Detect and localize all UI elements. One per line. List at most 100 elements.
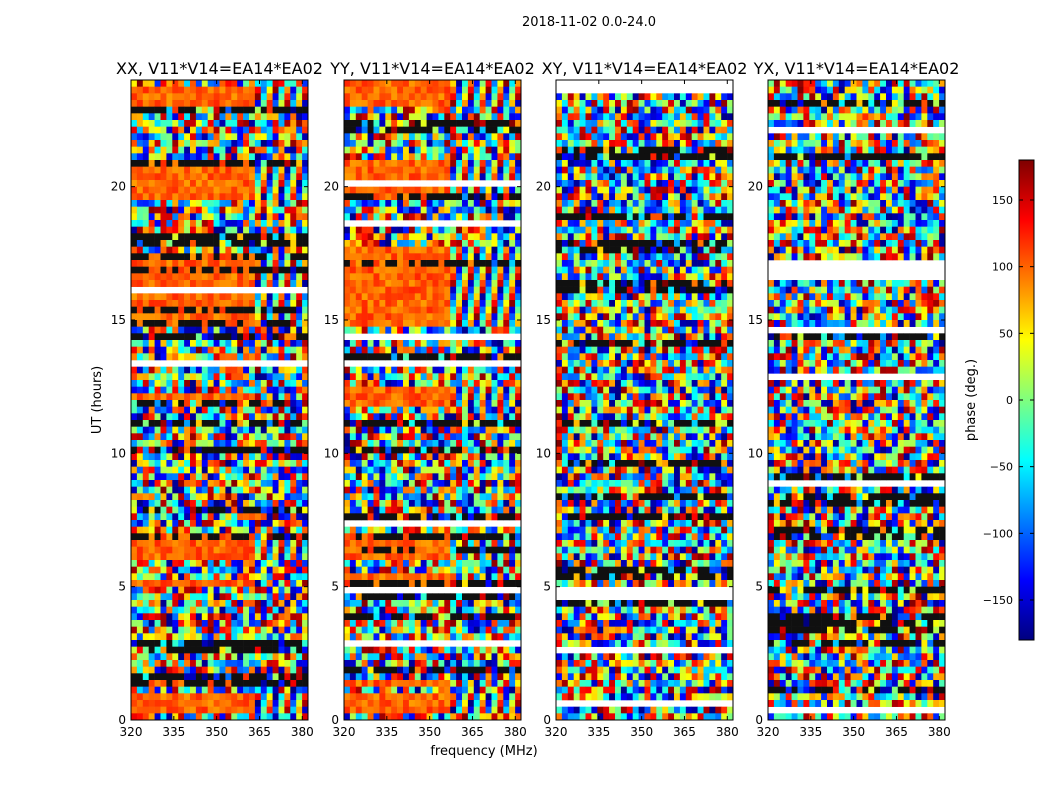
heatmap-cell <box>355 246 362 254</box>
heatmap-cell <box>148 440 155 447</box>
heatmap-cell <box>142 640 149 647</box>
heatmap-cell <box>344 93 351 101</box>
heatmap-cell <box>515 346 522 354</box>
heatmap-cell <box>237 633 244 641</box>
heatmap-cell <box>420 560 427 567</box>
heatmap-cell <box>142 626 149 634</box>
heatmap-cell <box>231 273 238 281</box>
heatmap-cell <box>154 613 161 621</box>
heatmap-cell <box>438 153 445 161</box>
heatmap-cell <box>219 660 226 667</box>
heatmap-cell <box>172 540 179 547</box>
heatmap-cell <box>284 306 291 314</box>
heatmap-cell <box>509 213 516 221</box>
heatmap-cell <box>515 213 522 221</box>
heatmap-cell <box>296 366 303 374</box>
heatmap-cell <box>367 440 374 447</box>
heatmap-cell <box>148 186 155 194</box>
heatmap-cell <box>249 160 256 167</box>
heatmap-cell <box>131 506 138 514</box>
y-tick-label: 5 <box>118 580 126 594</box>
heatmap-cell <box>397 226 404 234</box>
heatmap-cell <box>456 493 463 501</box>
heatmap-cell <box>397 240 404 247</box>
heatmap-cell <box>231 586 238 594</box>
heatmap-cell <box>237 713 244 721</box>
heatmap-cell <box>385 493 392 501</box>
heatmap-cell <box>243 533 250 541</box>
heatmap-cell <box>462 213 469 221</box>
heatmap-cell <box>207 693 214 701</box>
heatmap-cell <box>142 140 149 147</box>
heatmap-cell <box>172 300 179 307</box>
heatmap-cell <box>190 126 197 134</box>
heatmap-cell <box>225 100 232 107</box>
heatmap-cell <box>491 460 498 467</box>
heatmap-cell <box>243 246 250 254</box>
heatmap-cell <box>284 293 291 301</box>
heatmap-cell <box>284 153 291 161</box>
heatmap-cell <box>302 386 309 394</box>
heatmap-cell <box>509 266 516 274</box>
heatmap-cell <box>172 320 179 327</box>
heatmap-cell <box>462 80 469 87</box>
heatmap-cell <box>509 93 516 101</box>
heatmap-cell <box>249 646 256 654</box>
heatmap-cell <box>284 460 291 467</box>
heatmap-cell <box>355 486 362 494</box>
heatmap-cell <box>243 406 250 414</box>
heatmap-cell <box>166 386 173 394</box>
heatmap-cell <box>160 326 167 334</box>
heatmap-cell <box>166 533 173 541</box>
heatmap-cell <box>467 380 475 387</box>
heatmap-cell <box>148 433 155 441</box>
heatmap-cell <box>178 673 185 681</box>
heatmap-cell <box>213 526 220 534</box>
heatmap-cell <box>349 553 357 561</box>
heatmap-cell <box>184 500 191 507</box>
heatmap-cell <box>432 546 439 554</box>
heatmap-cell <box>260 620 267 627</box>
heatmap-cell <box>355 320 362 327</box>
heatmap-cell <box>373 120 380 127</box>
heatmap-cell <box>266 280 273 287</box>
heatmap-cell <box>136 533 144 541</box>
heatmap-cell <box>266 700 273 707</box>
heatmap-cell <box>438 546 445 554</box>
heatmap-cell <box>260 153 267 161</box>
heatmap-cell <box>260 500 267 507</box>
heatmap-cell <box>426 313 433 321</box>
heatmap-cell <box>420 446 427 454</box>
heatmap-cell <box>361 573 368 581</box>
heatmap-cell <box>414 453 421 461</box>
heatmap-cell <box>219 166 226 174</box>
heatmap-cell <box>142 646 149 654</box>
heatmap-cell <box>278 140 285 147</box>
heatmap-cell <box>438 280 445 287</box>
heatmap-cell <box>503 426 510 434</box>
heatmap-cell <box>284 606 291 614</box>
heatmap-cell <box>361 506 368 514</box>
heatmap-cell <box>456 286 463 294</box>
heatmap-cell <box>272 106 279 114</box>
heatmap-cell <box>385 80 392 87</box>
heatmap-cell <box>473 240 480 247</box>
heatmap-cell <box>450 173 457 181</box>
heatmap-cell <box>142 166 149 174</box>
heatmap-cell <box>254 500 262 507</box>
heatmap-cell <box>190 620 197 627</box>
heatmap-cell <box>154 80 161 87</box>
heatmap-cell <box>491 133 498 141</box>
heatmap-cell <box>349 300 357 307</box>
heatmap-cell <box>373 200 380 207</box>
heatmap-cell <box>136 166 144 174</box>
heatmap-cell <box>497 480 504 487</box>
heatmap-cell <box>497 260 504 267</box>
heatmap-cell <box>148 453 155 461</box>
heatmap-cell <box>373 353 380 361</box>
heatmap-cell <box>355 173 362 181</box>
heatmap-cell <box>296 646 303 654</box>
heatmap-cell <box>166 80 173 87</box>
heatmap-cell <box>201 273 208 281</box>
